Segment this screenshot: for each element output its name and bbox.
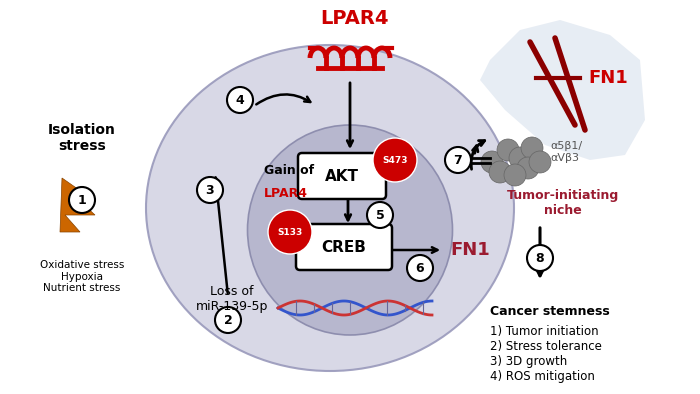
Text: niche: niche xyxy=(544,203,582,216)
Text: LPAR4: LPAR4 xyxy=(321,9,389,28)
Text: 7: 7 xyxy=(454,154,463,167)
Circle shape xyxy=(69,187,95,213)
Text: FN1: FN1 xyxy=(588,69,628,87)
Text: 1) Tumor initiation
2) Stress tolerance
3) 3D growth
4) ROS mitigation: 1) Tumor initiation 2) Stress tolerance … xyxy=(490,325,602,383)
Circle shape xyxy=(367,202,393,228)
Text: LPAR4: LPAR4 xyxy=(264,187,308,200)
Circle shape xyxy=(445,147,471,173)
Text: S473: S473 xyxy=(382,156,407,165)
Text: Isolation
stress: Isolation stress xyxy=(48,123,116,153)
Text: 5: 5 xyxy=(376,208,384,221)
Text: 1: 1 xyxy=(78,193,86,206)
Text: Gain of: Gain of xyxy=(264,164,314,177)
FancyBboxPatch shape xyxy=(298,153,386,199)
Circle shape xyxy=(529,151,551,173)
Circle shape xyxy=(481,151,503,173)
Text: AKT: AKT xyxy=(325,169,359,184)
Circle shape xyxy=(407,255,433,281)
Circle shape xyxy=(504,164,526,186)
Circle shape xyxy=(215,307,241,333)
Circle shape xyxy=(268,210,312,254)
Circle shape xyxy=(373,138,417,182)
Circle shape xyxy=(497,139,519,161)
Circle shape xyxy=(527,245,553,271)
Text: FN1: FN1 xyxy=(450,241,490,259)
Polygon shape xyxy=(60,178,95,232)
Text: Loss of
miR-139-5p: Loss of miR-139-5p xyxy=(196,285,268,313)
Circle shape xyxy=(521,137,543,159)
Polygon shape xyxy=(480,20,645,160)
Circle shape xyxy=(197,177,223,203)
Circle shape xyxy=(489,161,511,183)
Text: 6: 6 xyxy=(416,262,424,275)
Text: 2: 2 xyxy=(223,314,232,327)
Text: α5β1/
αVβ3: α5β1/ αVβ3 xyxy=(550,141,582,163)
Text: 8: 8 xyxy=(536,251,545,264)
Text: S133: S133 xyxy=(277,227,302,236)
Circle shape xyxy=(227,87,253,113)
Text: CREB: CREB xyxy=(321,240,366,255)
Ellipse shape xyxy=(248,125,452,335)
Ellipse shape xyxy=(146,45,514,371)
Text: Oxidative stress
Hypoxia
Nutrient stress: Oxidative stress Hypoxia Nutrient stress xyxy=(40,260,124,293)
Text: Tumor-initiating: Tumor-initiating xyxy=(507,188,619,201)
Text: 3: 3 xyxy=(206,184,214,197)
Circle shape xyxy=(509,147,531,169)
Circle shape xyxy=(517,157,539,179)
FancyBboxPatch shape xyxy=(296,224,392,270)
Text: 4: 4 xyxy=(236,93,244,106)
Text: Cancer stemness: Cancer stemness xyxy=(490,305,610,318)
